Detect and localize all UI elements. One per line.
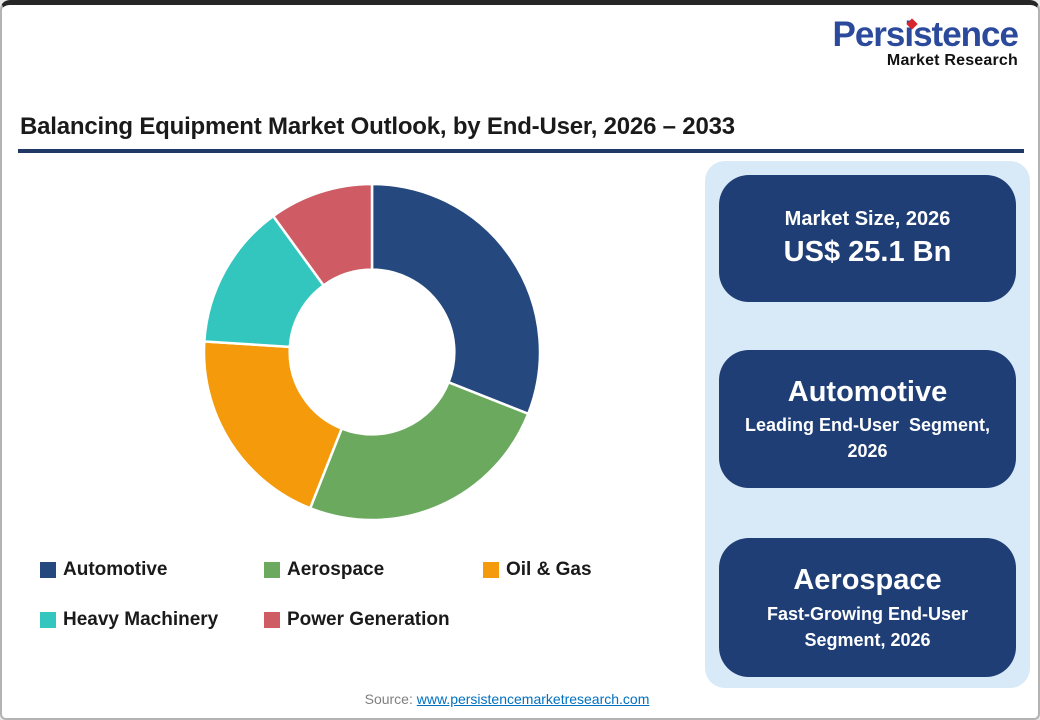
source-label: Source: [364,691,413,707]
legend-item-automotive: Automotive [40,557,168,583]
legend-label: Oil & Gas [506,559,592,580]
logo-wordmark: Persistence [832,15,1019,54]
page-title: Balancing Equipment Market Outlook, by E… [20,113,735,140]
market-size-value: US$ 25.1 Bn [783,236,952,269]
leading-segment-name: Automotive [787,375,948,408]
highlights-panel: Market Size, 2026 US$ 25.1 Bn Automotive… [705,161,1030,688]
legend-item-oil-gas: Oil & Gas [483,557,592,583]
donut-segment-automotive [370,182,542,416]
title-underline [18,149,1024,153]
donut-segment-power-generation [271,182,374,288]
market-size-card: Market Size, 2026 US$ 25.1 Bn [719,175,1016,302]
legend-swatch-heavy-machinery [40,612,56,628]
fast-growing-segment-caption: Fast-Growing End-User Segment, 2026 [766,603,974,650]
legend-label: Automotive [63,559,168,580]
market-size-label: Market Size, 2026 [784,208,951,231]
legend-label: Power Generation [287,609,450,630]
source-link[interactable]: www.persistencemarketresearch.com [416,691,650,707]
fast-growing-segment-name: Aerospace [793,564,942,597]
legend-swatch-power-generation [264,612,280,628]
fast-growing-segment-card: Aerospace Fast-Growing End-User Segment,… [719,538,1016,677]
legend-item-aerospace: Aerospace [264,557,384,583]
donut-chart [202,182,542,522]
leading-segment-card: Automotive Leading End-User Segment, 202… [719,350,1016,488]
donut-segment-oil-gas [202,340,344,510]
legend-item-heavy-machinery: Heavy Machinery [40,607,218,633]
leading-segment-caption: Leading End-User Segment, 2026 [744,415,996,462]
legend-swatch-oil-gas [483,562,499,578]
logo-subtitle: Market Research [886,51,1018,69]
legend-swatch-aerospace [264,562,280,578]
legend-item-power-generation: Power Generation [264,607,450,633]
legend-label: Heavy Machinery [63,609,219,630]
legend-label: Aerospace [287,559,385,580]
logo: Persistence Market Research [832,15,1019,70]
logo-word-text: Persistence [832,15,1019,54]
source-line: Source: www.persistencemarketresearch.co… [2,691,1012,707]
chart-legend: Automotive Aerospace Oil & Gas Heavy Mac… [2,555,702,645]
legend-swatch-automotive [40,562,56,578]
donut-segment-aerospace [308,380,530,522]
